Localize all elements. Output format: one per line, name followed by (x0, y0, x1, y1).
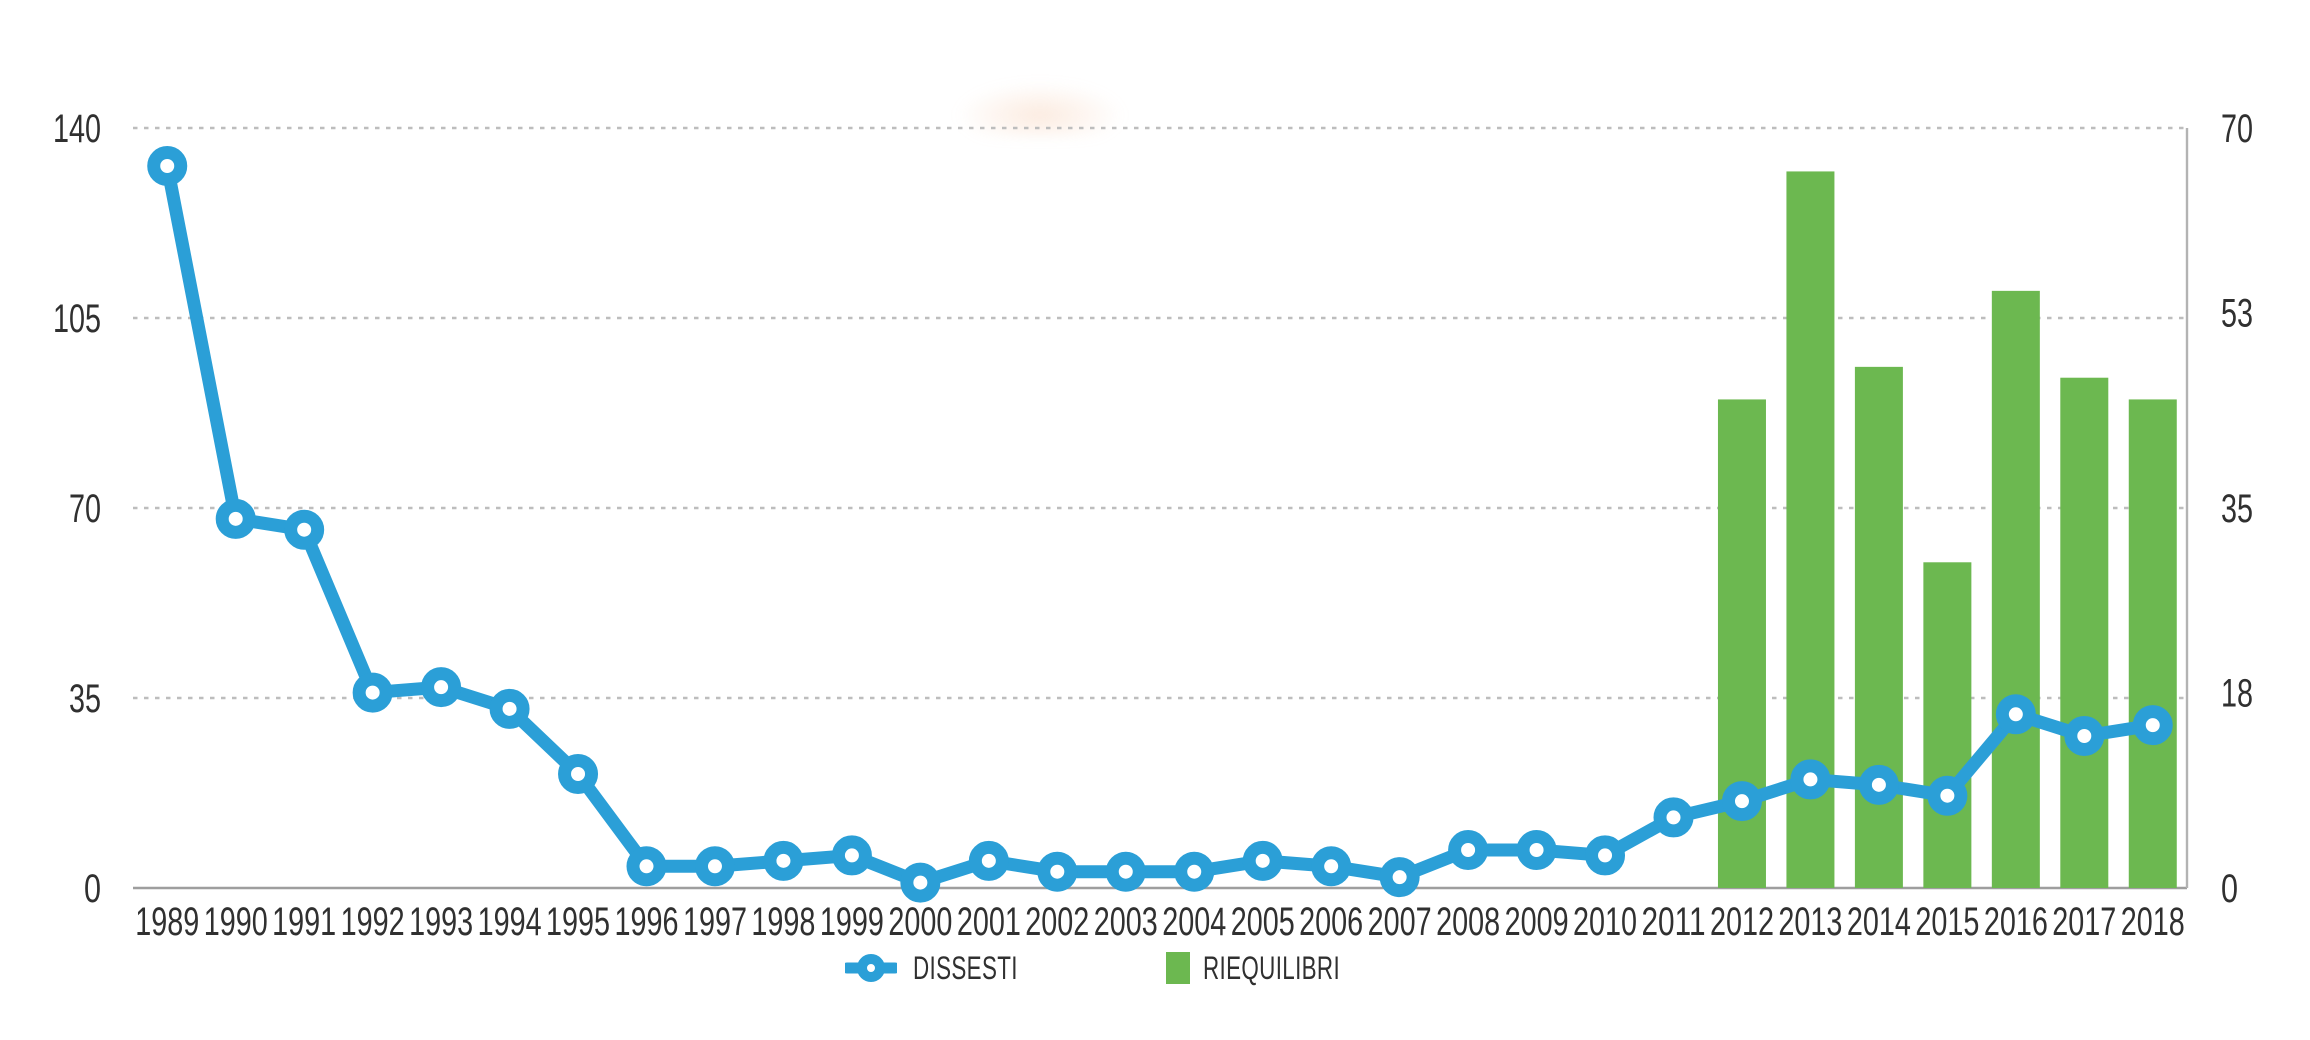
x-tick-label: 1993 (409, 900, 473, 944)
x-tick-label: 2014 (1847, 900, 1911, 944)
left-axis-tick-label: 140 (53, 107, 101, 151)
marker-1990 (215, 498, 256, 539)
bar-2014 (1854, 366, 1903, 888)
marker-2001 (968, 840, 1009, 881)
marker-2002 (1037, 851, 1078, 892)
x-tick-label: 2005 (1231, 900, 1295, 944)
left-axis-tick-label: 35 (69, 677, 101, 721)
x-tick-label: 2003 (1094, 900, 1158, 944)
legend-label-dissesti: DISSESTI (913, 949, 1018, 986)
x-tick-label: 2004 (1162, 900, 1226, 944)
x-tick-label: 2007 (1368, 900, 1432, 944)
marker-2013 (1790, 759, 1831, 800)
bar-2018 (2128, 399, 2177, 888)
right-axis-tick-label: 18 (2221, 672, 2253, 716)
marker-1997 (694, 846, 735, 887)
marker-2018 (2132, 705, 2173, 746)
marker-2014 (1858, 764, 1899, 805)
x-tick-label: 2013 (1778, 900, 1842, 944)
x-tick-label: 1995 (546, 900, 610, 944)
marker-1994 (489, 688, 530, 729)
marker-2000 (900, 862, 941, 903)
x-tick-label: 2016 (1984, 900, 2048, 944)
marker-1989 (147, 146, 188, 186)
line-marker-icon (845, 954, 897, 982)
x-tick-label: 2010 (1573, 900, 1637, 944)
x-tick-label: 1992 (341, 900, 405, 944)
marker-2006 (1311, 846, 1352, 887)
legend-item-riequilibri: RIEQUILIBRI (1166, 948, 1399, 988)
x-tick-label: 1999 (820, 900, 884, 944)
marker-2010 (1585, 835, 1626, 876)
legend-item-dissesti: DISSESTI (845, 948, 1063, 988)
x-tick-label: 1990 (204, 900, 268, 944)
marker-1995 (558, 754, 599, 794)
x-tick-label: 1998 (751, 900, 815, 944)
x-tick-label: 2006 (1299, 900, 1363, 944)
x-tick-label: 2011 (1642, 900, 1706, 944)
marker-1998 (763, 840, 804, 881)
right-axis-tick-label: 53 (2221, 292, 2253, 336)
x-tick-label: 2012 (1710, 900, 1774, 944)
marker-1999 (831, 835, 872, 876)
marker-2012 (1721, 781, 1762, 822)
x-tick-label: 1997 (683, 900, 747, 944)
marker-2008 (1448, 830, 1489, 870)
marker-1992 (352, 672, 393, 713)
x-tick-label: 2001 (957, 900, 1021, 944)
bar-2016 (1991, 290, 2040, 888)
x-tick-label: 2018 (2121, 900, 2185, 944)
marker-2016 (1995, 694, 2036, 735)
bar-2017 (2060, 377, 2109, 888)
right-axis-tick-label: 70 (2221, 107, 2253, 151)
right-axis-tick-label: 0 (2221, 867, 2238, 911)
left-axis-tick-label: 70 (69, 487, 101, 531)
x-tick-label: 2000 (888, 900, 952, 944)
marker-2004 (1174, 851, 1215, 892)
marker-2015 (1927, 775, 1968, 816)
right-axis-tick-label: 35 (2221, 487, 2253, 531)
left-axis-tick-label: 105 (53, 297, 101, 341)
marker-2003 (1105, 851, 1146, 892)
x-tick-label: 1996 (615, 900, 679, 944)
marker-1993 (421, 667, 462, 708)
legend-label-riequilibri: RIEQUILIBRI (1203, 949, 1341, 986)
x-tick-label: 2002 (1025, 900, 1089, 944)
x-tick-label: 1994 (478, 900, 542, 944)
bar-2015 (1923, 562, 1972, 888)
marker-2005 (1242, 840, 1283, 881)
left-axis-tick-label: 0 (84, 867, 101, 911)
marker-1991 (284, 509, 325, 550)
marker-2017 (2064, 716, 2105, 756)
x-tick-label: 1991 (272, 900, 336, 944)
x-tick-label: 2015 (1915, 900, 1979, 944)
marker-2007 (1379, 857, 1420, 898)
marker-1996 (626, 846, 667, 887)
x-tick-label: 2008 (1436, 900, 1500, 944)
x-tick-label: 2009 (1505, 900, 1569, 944)
marker-2011 (1653, 797, 1694, 838)
marker-2009 (1516, 830, 1557, 870)
x-tick-label: 2017 (2052, 900, 2116, 944)
bar-swatch-icon (1166, 952, 1190, 984)
x-tick-label: 1989 (135, 900, 199, 944)
